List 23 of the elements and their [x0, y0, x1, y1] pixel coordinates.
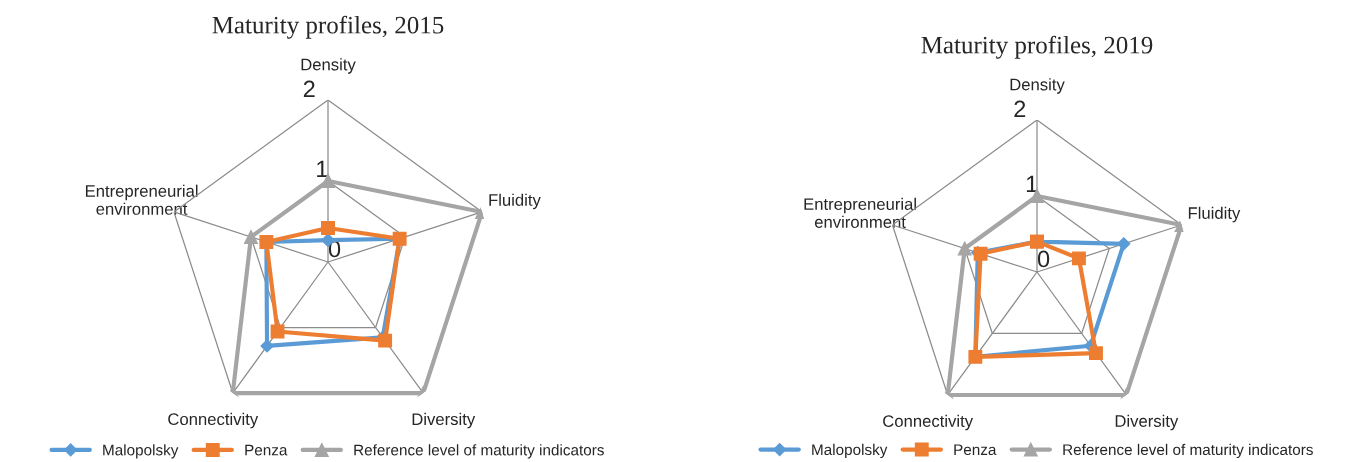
legend-label: Penza: [954, 444, 997, 456]
legend-label: Malopolsky: [812, 443, 888, 459]
chart-title: Maturity profiles, 2015: [212, 15, 444, 39]
spoke-label: Diversity: [1115, 414, 1179, 431]
spoke-label: Entrepreneurial environment: [85, 184, 198, 215]
spoke-label: Fluidity: [1188, 206, 1241, 223]
y-tick-label: 2: [303, 80, 315, 98]
spoke-label: Connectivity: [883, 414, 974, 431]
legend-label: Malopolsky: [103, 444, 179, 459]
legend-label: Reference level of maturity indicators: [1063, 443, 1313, 459]
spoke-label: Fluidity: [489, 193, 541, 210]
spoke-label: Entrepreneurial environment: [804, 197, 916, 228]
spoke-label: Density: [301, 58, 356, 74]
spoke-label: Density: [1010, 78, 1065, 94]
legend-label: Penza: [245, 444, 288, 456]
y-tick-label: 2: [1014, 100, 1026, 117]
legend-label: Reference level of maturity indicators: [354, 444, 604, 459]
y-tick-label: 1: [317, 160, 328, 178]
chart-title: Maturity profiles, 2019: [921, 35, 1153, 59]
spoke-label: Diversity: [412, 412, 476, 429]
y-tick-label: 1: [1026, 175, 1038, 193]
spoke-label: Connectivity: [168, 412, 259, 429]
y-tick-label: 0: [1037, 250, 1050, 268]
